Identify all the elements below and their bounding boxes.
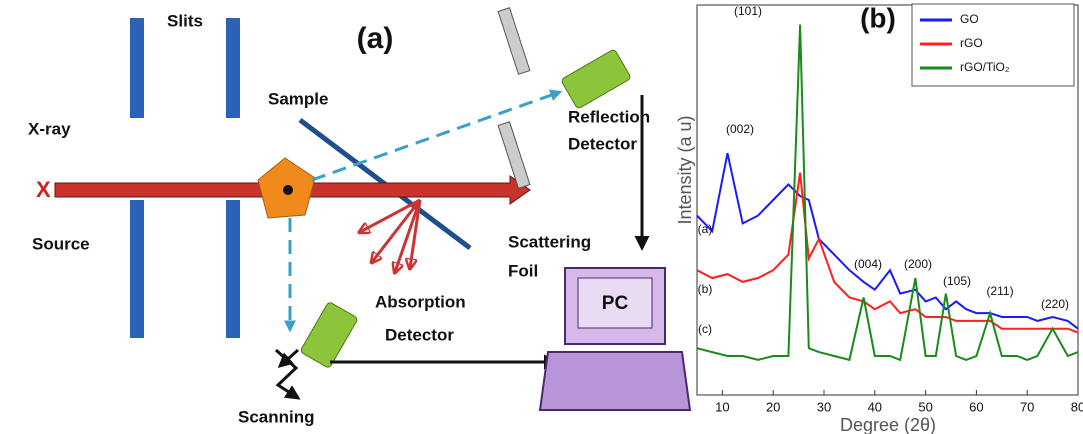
label: Reflection xyxy=(568,107,650,126)
label: Detector xyxy=(385,325,454,344)
panel-label: (a) xyxy=(357,22,394,55)
annotation: (211) xyxy=(986,284,1013,298)
y-axis-label: Intensity (a u) xyxy=(675,115,695,224)
scatter-arrows xyxy=(360,200,420,272)
annotation: (105) xyxy=(943,274,971,288)
sample-center xyxy=(283,185,293,195)
x-tick-label: 50 xyxy=(918,399,932,414)
legend-label: GO xyxy=(960,12,979,26)
absorption-detector xyxy=(300,301,358,368)
label: Scattering xyxy=(508,232,591,251)
slit xyxy=(226,200,240,338)
scanning-arrows xyxy=(276,350,298,398)
label: Absorption xyxy=(375,292,466,311)
legend-label: rGO/TiO₂ xyxy=(960,60,1010,74)
x-axis-label: Degree (2θ) xyxy=(840,415,936,434)
label: PC xyxy=(602,293,629,314)
slit xyxy=(226,18,240,118)
x-tick-label: 60 xyxy=(969,399,983,414)
annotation: (004) xyxy=(854,257,882,271)
annotation: (220) xyxy=(1041,297,1069,311)
x-tick-label: 70 xyxy=(1020,399,1034,414)
reflection-detector xyxy=(561,49,632,109)
label: Detector xyxy=(568,134,637,153)
label: Scanning xyxy=(238,407,315,426)
annotation: (a) xyxy=(698,222,713,236)
pc-keyboard xyxy=(540,352,690,410)
label: Foil xyxy=(508,261,538,280)
series-line xyxy=(697,173,1078,333)
annotation: (b) xyxy=(698,282,713,296)
x-tick-label: 20 xyxy=(766,399,780,414)
x-tick-label: 80 xyxy=(1071,399,1083,414)
figure: Slits (a) X-ray X Source Sample Reflecti… xyxy=(0,0,1083,434)
legend-label: rGO xyxy=(960,36,983,50)
annotation: (c) xyxy=(698,322,712,336)
label: X xyxy=(36,177,51,202)
chart-title: (b) xyxy=(860,2,896,33)
mirror xyxy=(498,8,530,74)
x-tick-label: 10 xyxy=(715,399,729,414)
label: X-ray xyxy=(28,119,71,138)
annotation: (101) xyxy=(734,4,762,18)
slit xyxy=(130,200,144,338)
label: Slits xyxy=(167,11,203,30)
annotation: (200) xyxy=(904,257,932,271)
label: Source xyxy=(32,234,90,253)
annotation: (002) xyxy=(726,122,754,136)
slit xyxy=(130,18,144,118)
x-tick-label: 40 xyxy=(868,399,882,414)
label: Sample xyxy=(268,89,328,108)
x-tick-label: 30 xyxy=(817,399,831,414)
diagram: Slits (a) X-ray X Source Sample Reflecti… xyxy=(28,8,690,427)
chart: (b) Intensity (a u) Degree (2θ) 10 20 30 40… xyxy=(675,2,1083,434)
